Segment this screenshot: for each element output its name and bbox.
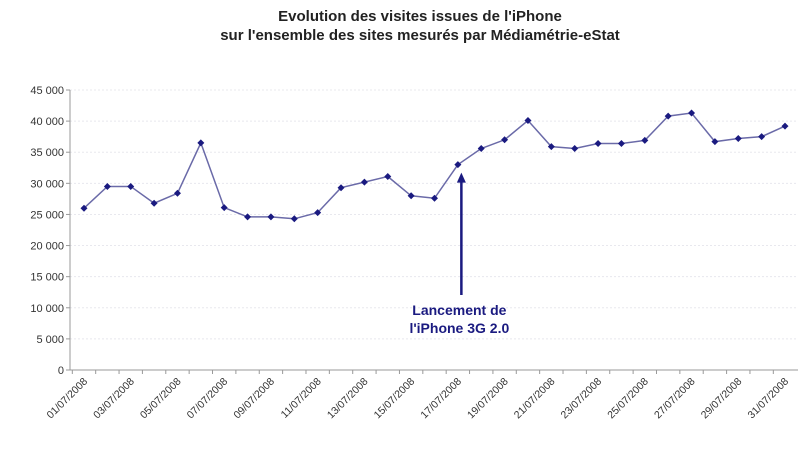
y-tick-label: 20 000 (30, 241, 64, 253)
data-point (220, 204, 228, 212)
data-point (173, 189, 181, 197)
y-tick-label: 40 000 (30, 116, 64, 128)
x-tick-label: 19/07/2008 (465, 376, 511, 422)
y-tick-label: 35 000 (30, 147, 64, 159)
data-point (314, 209, 322, 217)
data-point (711, 138, 719, 146)
data-point (103, 182, 111, 190)
data-point (127, 182, 135, 190)
y-tick-label: 45 000 (30, 85, 64, 97)
x-tick-label: 09/07/2008 (231, 376, 277, 422)
data-point (477, 144, 485, 152)
data-point (594, 140, 602, 148)
data-point (454, 161, 462, 169)
x-tick-label: 27/07/2008 (652, 376, 698, 422)
data-point (664, 112, 672, 120)
data-point (547, 143, 555, 151)
x-tick-label: 15/07/2008 (372, 376, 418, 422)
data-point (407, 192, 415, 200)
y-tick-label: 0 (58, 365, 64, 377)
x-tick-label: 29/07/2008 (699, 376, 745, 422)
data-point (617, 140, 625, 148)
data-point (267, 213, 275, 221)
data-point (758, 133, 766, 141)
data-point (431, 194, 438, 202)
x-tick-label: 23/07/2008 (559, 376, 605, 422)
chart-title-line-1: Evolution des visites issues de l'iPhone (278, 8, 562, 25)
data-point (641, 136, 649, 144)
data-point (360, 178, 368, 186)
series-line (83, 112, 786, 220)
data-point (501, 136, 509, 144)
annotation-text-line-1: Lancement de (412, 302, 506, 318)
data-point (150, 199, 158, 207)
y-tick-label: 15 000 (30, 272, 64, 284)
y-tick-label: 5 000 (36, 334, 64, 346)
data-point (524, 116, 532, 124)
x-tick-label: 21/07/2008 (512, 376, 558, 422)
data-point (734, 135, 742, 143)
launch-annotation: Lancement de l'iPhone 3G 2.0 (409, 172, 509, 336)
data-point (781, 122, 789, 130)
x-tick-label: 07/07/2008 (185, 376, 231, 422)
data-point (197, 139, 205, 147)
data-point (384, 172, 392, 180)
x-tick-label: 05/07/2008 (138, 376, 184, 422)
x-tick-label: 31/07/2008 (745, 376, 791, 422)
x-tick-label: 25/07/2008 (605, 376, 651, 422)
annotation-text-line-2: l'iPhone 3G 2.0 (409, 320, 509, 336)
data-point (80, 204, 88, 212)
x-tick-label: 11/07/2008 (279, 376, 324, 421)
y-tick-label: 30 000 (30, 178, 64, 190)
data-point (688, 109, 696, 117)
chart-title-line-2: sur l'ensemble des sites mesurés par Méd… (220, 27, 620, 44)
data-point (337, 184, 345, 192)
x-tick-label: 03/07/2008 (91, 376, 137, 422)
x-tick-label: 01/07/2008 (44, 376, 90, 422)
x-tick-label: 13/07/2008 (325, 376, 371, 422)
y-tick-label: 10 000 (30, 303, 64, 315)
annotation-arrowhead-icon (456, 172, 466, 183)
y-tick-label: 25 000 (30, 209, 64, 221)
x-tick-label: 17/07/2008 (418, 376, 464, 422)
data-point (290, 215, 298, 223)
data-point (244, 213, 252, 221)
data-point (571, 144, 579, 152)
